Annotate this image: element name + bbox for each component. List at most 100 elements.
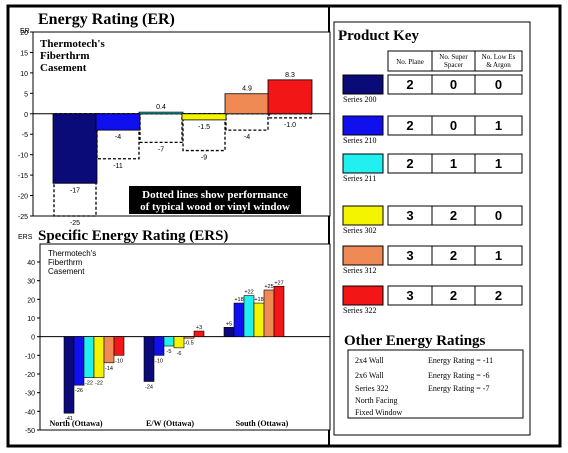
key-value-cell (474, 74, 523, 95)
key-value: 2 (450, 248, 457, 263)
key-value: 2 (495, 288, 502, 303)
ers-bar (193, 330, 205, 337)
er-note-line-2: of typical wood or vinyl window (140, 201, 290, 213)
key-value: 0 (450, 118, 457, 133)
ers-bar-label: -6 (177, 351, 182, 357)
ers-bar-label: -24 (145, 384, 153, 390)
er-tick-label: -5 (22, 132, 28, 139)
er-bars: -17 -4 0.4 -1.5 4.9 8.3 -25 -11 -7 -9 -4 -1.0 (52, 72, 313, 227)
ers-group-label: North (Ottawa) (49, 419, 102, 428)
key-swatch (342, 115, 384, 136)
key-headers: No. Plane No. Super Spacer No. Low Es & Argo… (387, 50, 523, 72)
key-value-cell (474, 245, 523, 266)
ers-bar-label: -26 (75, 388, 83, 394)
ers-bar-label: +25 (264, 284, 273, 290)
er-typical-label: -25 (70, 220, 80, 227)
key-value: 1 (495, 156, 502, 171)
ers-inset-line-2: Fiberthrm (48, 258, 83, 267)
er-axis-title: ER (20, 28, 30, 35)
ers-bar-label: -10 (155, 358, 163, 364)
key-series-label: Series 210 (343, 136, 377, 145)
key-value: 2 (450, 288, 457, 303)
er-chart-title: Energy Rating (ER) (38, 11, 175, 28)
other-rating-value: Energy Rating = -7 (428, 384, 489, 393)
ers-bar (93, 336, 105, 379)
key-header-text: No. Super Spacer (439, 53, 468, 69)
ers-tick-label: -40 (25, 409, 35, 416)
ers-tick-label: 40 (27, 260, 35, 267)
ers-inset-line-3: Casement (48, 267, 85, 276)
key-value-cell (474, 285, 523, 306)
other-ratings-title: Other Energy Ratings (344, 333, 486, 349)
er-tick-label: 10 (20, 71, 28, 78)
er-tick-label: 20 (20, 30, 28, 37)
ers-bar (243, 295, 255, 337)
key-value-cell (474, 115, 523, 136)
key-series-label: Series 211 (343, 174, 376, 183)
er-tick-label: -20 (18, 194, 28, 201)
key-value: 1 (450, 156, 457, 171)
ers-bar (113, 336, 125, 356)
ers-tick-label: -50 (25, 428, 35, 435)
ers-bar (233, 302, 245, 337)
ers-bars: -41-26-22 -22-14-10-24-10-5 -6-0.5+3+5+18+… (63, 280, 285, 422)
key-value: 3 (406, 248, 413, 263)
ers-bar-label: -22 (85, 381, 93, 387)
ers-bar-label: +27 (274, 280, 283, 286)
ers-bar (273, 285, 285, 337)
er-inset-line-3: Casement (40, 62, 87, 74)
ers-bar (263, 289, 275, 337)
er-tick-label: -25 (18, 214, 28, 221)
er-bar-label: 4.9 (242, 86, 252, 93)
key-series-label: Series 302 (343, 226, 377, 235)
ers-bar (173, 336, 185, 349)
other-rating-value: Energy Rating = -11 (428, 356, 493, 365)
key-swatch (342, 205, 384, 226)
ers-tick-label: -20 (25, 372, 35, 379)
key-value-cell (474, 153, 523, 174)
key-value: 3 (406, 208, 413, 223)
key-value: 2 (406, 156, 413, 171)
key-value: 1 (495, 118, 502, 133)
er-typical-label: -1.0 (284, 122, 296, 129)
er-tick-label: -15 (18, 173, 28, 180)
key-value: 1 (495, 248, 502, 263)
ers-group-label: E/W (Ottawa) (146, 419, 194, 428)
er-tick-label: 0 (24, 112, 28, 119)
key-value-cell (474, 205, 523, 226)
ers-tick-label: 20 (27, 297, 35, 304)
key-swatch (342, 285, 384, 306)
other-rating-label: North Facing (355, 396, 397, 405)
ers-tick-label: 30 (27, 279, 35, 286)
er-bar-label: 8.3 (285, 72, 295, 79)
ers-bar-label: -0.5 (184, 341, 193, 347)
er-bar-label: -4 (115, 134, 121, 141)
ers-chart-title: Specific Energy Rating (ERS) (38, 228, 228, 244)
key-header-text: No. Plane (396, 58, 424, 66)
key-series-label: Series 322 (343, 306, 377, 315)
er-tick-label: -10 (18, 153, 28, 160)
er-tick-label: 15 (20, 50, 28, 57)
other-rating-label: 2x6 Wall (355, 371, 385, 380)
other-rating-label: Fixed Window (355, 408, 403, 417)
key-header-text: No. Low Es & Argon (482, 53, 516, 69)
ers-bar (83, 336, 95, 379)
er-bar (181, 113, 227, 121)
ers-bar-label: -14 (105, 366, 113, 372)
ers-bar-label: +3 (196, 325, 202, 331)
product-key-title: Product Key (338, 28, 419, 44)
other-rating-label: Series 322 (355, 384, 389, 393)
key-value: 0 (450, 77, 457, 92)
er-bar (267, 79, 313, 115)
ers-bar-label: -5 (167, 349, 172, 355)
ers-bar-label: -41 (65, 416, 73, 422)
ers-bar-label: +18 (254, 297, 263, 303)
ers-bar (143, 336, 155, 382)
ers-inset-line-1: Thermotech's (48, 249, 96, 258)
key-value: 0 (495, 208, 502, 223)
ers-bar (253, 302, 265, 337)
er-bar (138, 111, 184, 115)
key-swatch (342, 74, 384, 95)
ers-bar (153, 336, 165, 356)
ers-bar-label: -22 (95, 381, 103, 387)
